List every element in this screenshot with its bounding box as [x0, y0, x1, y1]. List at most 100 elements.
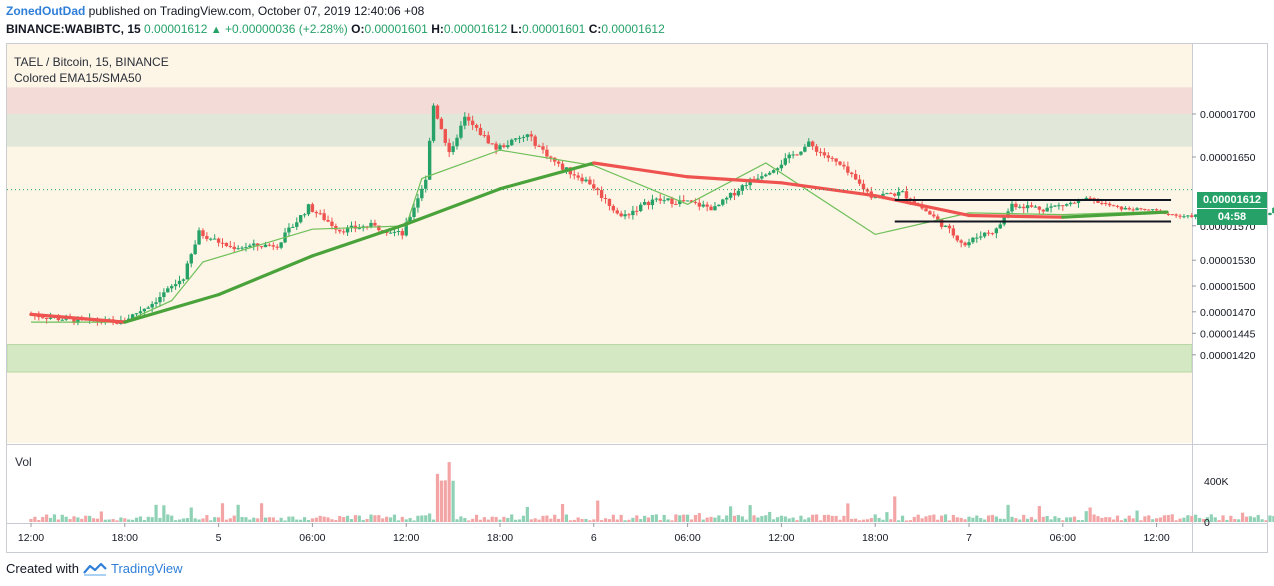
candle-body [599, 190, 604, 199]
candle-body [666, 198, 670, 201]
candle-body [588, 179, 592, 185]
volume-bar [834, 515, 838, 522]
candle-body [709, 206, 713, 211]
volume-bar [1264, 520, 1268, 522]
candle-body [936, 216, 940, 220]
candle-body [1084, 197, 1088, 201]
close-value: 0.00001612 [601, 22, 665, 36]
candle-body [240, 247, 244, 249]
volume-bar [1076, 520, 1081, 522]
volume-bar [447, 462, 451, 522]
volume-bar [123, 518, 127, 522]
candle-body [228, 246, 233, 248]
volume-bar [932, 514, 936, 522]
candle-body [447, 142, 451, 153]
volume-bar [857, 520, 862, 522]
volume-bar [1127, 515, 1131, 522]
volume-bar [850, 518, 854, 522]
volume-bar [99, 511, 103, 522]
candle-body [760, 176, 764, 179]
candle-body [631, 210, 635, 216]
volume-bar [334, 520, 338, 522]
volume-label[interactable]: Vol [15, 455, 32, 469]
volume-bar [803, 519, 807, 522]
price-tick-label: 0.00001650 [1200, 152, 1256, 164]
volume-bar [775, 517, 780, 522]
volume-bar [666, 519, 670, 522]
candle-body [498, 145, 502, 150]
candle-body [306, 204, 311, 215]
volume-bar [111, 519, 115, 522]
volume-bar [240, 516, 244, 522]
volume-bar [459, 516, 463, 522]
volume-bar [506, 517, 510, 522]
volume-bar [400, 516, 404, 522]
volume-bar [721, 519, 725, 522]
candle-body [623, 214, 627, 217]
author-link[interactable]: ZonedOutDad [6, 4, 86, 18]
volume-bar [897, 520, 901, 522]
volume-bar [596, 500, 600, 522]
candle-body [373, 222, 377, 226]
volume-bar [674, 514, 678, 522]
candle-body [1045, 207, 1049, 212]
volume-bar [1026, 518, 1030, 522]
candle-body [662, 200, 666, 202]
volume-bar [588, 520, 592, 522]
candle-body [459, 125, 463, 138]
volume-bar [736, 515, 741, 522]
volume-bar [990, 514, 995, 522]
candle-body [1029, 205, 1034, 207]
legend-symbol[interactable]: TAEL / Bitcoin, 15, BINANCE [14, 55, 169, 69]
candle-body [541, 146, 545, 150]
volume-bar [373, 515, 377, 522]
open-value: 0.00001601 [364, 22, 428, 36]
volume-bar [64, 516, 68, 522]
candle-body [850, 172, 854, 175]
candle-body [642, 202, 647, 205]
candle-body [1068, 202, 1073, 205]
volume-bar [1143, 516, 1147, 522]
candle-body [853, 174, 858, 180]
candle-body [1131, 209, 1135, 211]
volume-bar [1069, 517, 1073, 522]
volume-bar [998, 518, 1002, 522]
volume-bar [193, 518, 197, 522]
candle-body [822, 152, 827, 156]
volume-bar [600, 520, 604, 522]
candle-body [1108, 203, 1112, 206]
volume-bar [392, 514, 397, 522]
candle-body [1268, 212, 1272, 216]
candle-body [377, 225, 381, 231]
candle-body [474, 125, 479, 128]
demand-zone [6, 343, 1193, 373]
candle-body [236, 248, 240, 250]
candle-body [670, 198, 674, 205]
candle-body [584, 179, 588, 182]
candle-body [904, 191, 909, 199]
candle-body [494, 143, 498, 150]
volume-bar [701, 519, 705, 522]
candle-body [338, 229, 342, 232]
candle-body [986, 232, 991, 234]
volume-bar [643, 515, 647, 522]
volume-bar [443, 480, 447, 522]
volume-bar [252, 517, 256, 522]
volume-bar [416, 515, 420, 522]
volume-bar [1182, 517, 1186, 522]
volume-bar [463, 518, 467, 522]
sma50-segment [123, 293, 221, 324]
candle-body [1123, 207, 1128, 210]
tradingview-brand[interactable]: TradingView [110, 561, 183, 576]
legend-indicator[interactable]: Colored EMA15/SMA50 [14, 71, 142, 85]
volume-bar [705, 517, 709, 522]
volume-bar [572, 519, 576, 522]
candle-body [744, 185, 748, 187]
candle-body [861, 183, 866, 190]
candle-body [271, 245, 276, 247]
volume-bar [1123, 518, 1127, 522]
candle-body [1127, 207, 1131, 210]
volume-bar [107, 519, 111, 522]
candle-body [486, 135, 490, 144]
